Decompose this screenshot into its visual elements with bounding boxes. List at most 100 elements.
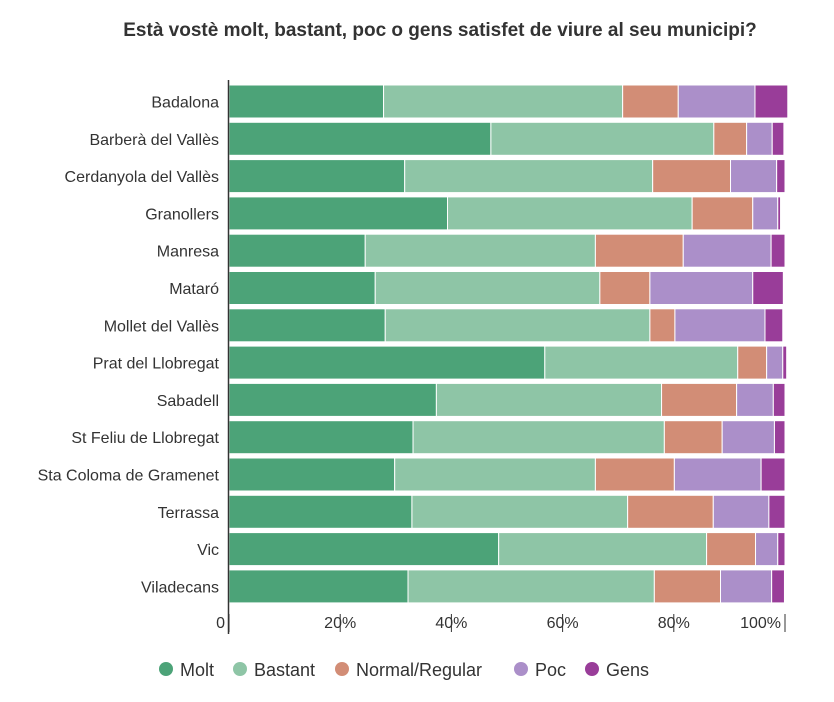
bar-bastant-10 — [394, 457, 596, 492]
bar-molt-9 — [228, 420, 414, 455]
category-label: Barberà del Vallès — [89, 132, 219, 149]
bar-molt-13 — [228, 569, 409, 604]
bar-gens-6 — [764, 308, 784, 343]
bar-normal-regular-7 — [737, 345, 768, 380]
bar-molt-6 — [228, 308, 386, 343]
bar-poc-0 — [677, 84, 756, 119]
bar-bastant-12 — [498, 532, 708, 567]
bar-normal-regular-13 — [653, 569, 722, 604]
bar-poc-1 — [746, 121, 773, 156]
bar-poc-5 — [649, 271, 754, 305]
category-label: Sabadell — [157, 393, 219, 410]
legend-label: Normal/Regular — [356, 660, 482, 680]
bar-bastant-13 — [407, 569, 655, 604]
bar-normal-regular-10 — [594, 457, 675, 492]
x-tick-label: 20% — [324, 615, 356, 632]
x-axis-ticks: 0 20% 40% 60% 80% 100% — [216, 614, 786, 632]
x-tick-label: 60% — [547, 615, 579, 632]
bar-molt-1 — [228, 121, 492, 156]
x-tick-label: 40% — [435, 615, 467, 632]
bar-gens-5 — [752, 271, 784, 305]
bar-molt-10 — [228, 457, 396, 492]
legend-marker-poc — [514, 662, 528, 676]
category-label: Vic — [197, 542, 219, 559]
bar-bastant-5 — [374, 271, 601, 305]
x-tick-label: 100% — [740, 615, 781, 632]
bar-bastant-11 — [411, 494, 629, 529]
legend-label: Molt — [180, 660, 214, 680]
bar-poc-2 — [730, 159, 778, 194]
bar-bastant-2 — [404, 159, 654, 194]
category-label: Prat del Llobregat — [93, 356, 220, 373]
bars-group — [228, 84, 789, 604]
bar-poc-12 — [755, 532, 779, 567]
bar-gens-9 — [773, 420, 786, 455]
bar-poc-3 — [752, 196, 779, 231]
category-label: Granollers — [145, 206, 219, 223]
bar-normal-regular-8 — [661, 382, 738, 417]
bar-normal-regular-4 — [594, 233, 684, 268]
bar-gens-11 — [768, 494, 786, 529]
category-labels: Badalona Barberà del Vallès Cerdanyola del… — [38, 95, 220, 597]
bar-normal-regular-0 — [622, 84, 679, 119]
bar-normal-regular-11 — [627, 494, 714, 529]
legend-marker-molt — [159, 662, 173, 676]
bar-poc-11 — [712, 494, 770, 529]
legend-label: Bastant — [254, 660, 315, 680]
legend: Molt Bastant Normal/Regular Poc Gens — [159, 660, 649, 680]
bar-gens-7 — [782, 345, 788, 380]
bar-bastant-6 — [384, 308, 651, 343]
category-label: Mataró — [169, 281, 219, 298]
x-tick-label: 0 — [216, 615, 225, 632]
category-label: Cerdanyola del Vallès — [65, 169, 219, 186]
category-label: Mollet del Vallès — [104, 318, 219, 335]
bar-molt-5 — [228, 271, 376, 305]
bar-poc-10 — [673, 457, 762, 492]
bar-bastant-1 — [490, 121, 715, 156]
category-label: St Feliu de Llobregat — [71, 430, 219, 447]
legend-marker-gens — [585, 662, 599, 676]
chart-title: Està vostè molt, bastant, poc o gens sat… — [123, 20, 757, 41]
bar-gens-4 — [770, 233, 786, 268]
legend-marker-normal-regular — [335, 662, 349, 676]
category-label: Manresa — [157, 244, 219, 261]
bar-poc-7 — [766, 345, 784, 380]
bar-normal-regular-5 — [599, 271, 651, 305]
bar-normal-regular-12 — [706, 532, 757, 567]
bar-molt-8 — [228, 382, 437, 417]
bar-bastant-9 — [412, 420, 665, 455]
legend-label: Poc — [535, 660, 566, 680]
bar-bastant-7 — [544, 345, 739, 380]
bar-gens-2 — [776, 159, 786, 194]
bar-normal-regular-2 — [652, 159, 732, 194]
bar-poc-9 — [721, 420, 775, 455]
bar-gens-0 — [754, 84, 789, 119]
legend-label: Gens — [606, 660, 649, 680]
bar-poc-8 — [736, 382, 774, 417]
bar-poc-6 — [674, 308, 766, 343]
bar-gens-3 — [777, 196, 782, 231]
bar-gens-1 — [771, 121, 785, 156]
x-tick-label: 80% — [658, 615, 690, 632]
bar-normal-regular-3 — [691, 196, 754, 231]
bar-molt-0 — [228, 84, 385, 119]
bar-gens-10 — [760, 457, 786, 492]
bar-molt-12 — [228, 532, 500, 567]
bar-bastant-3 — [447, 196, 693, 231]
category-label: Badalona — [151, 95, 219, 112]
bar-molt-11 — [228, 494, 413, 529]
bar-bastant-0 — [383, 84, 624, 119]
bar-gens-13 — [771, 569, 785, 604]
bar-gens-8 — [772, 382, 786, 417]
bar-poc-4 — [682, 233, 772, 268]
bar-normal-regular-1 — [713, 121, 748, 156]
category-label: Viladecans — [141, 579, 219, 596]
bar-molt-2 — [228, 159, 406, 194]
bar-molt-3 — [228, 196, 449, 231]
bar-normal-regular-9 — [663, 420, 723, 455]
category-label: Terrassa — [158, 505, 219, 522]
legend-marker-bastant — [233, 662, 247, 676]
bar-bastant-4 — [364, 233, 596, 268]
category-label: Sta Coloma de Gramenet — [38, 468, 220, 485]
